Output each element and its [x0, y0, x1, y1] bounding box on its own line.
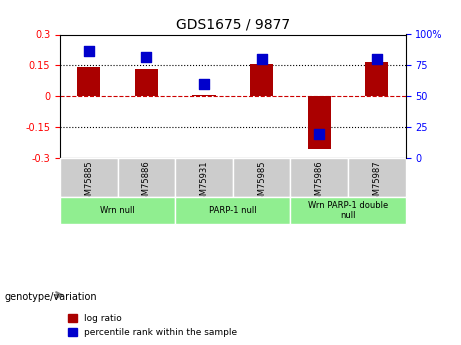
Point [373, 57, 381, 62]
Point [85, 48, 92, 53]
FancyBboxPatch shape [348, 158, 406, 197]
Text: GSM75886: GSM75886 [142, 160, 151, 206]
FancyBboxPatch shape [118, 158, 175, 197]
Text: GSM75985: GSM75985 [257, 160, 266, 206]
FancyBboxPatch shape [175, 197, 290, 224]
Bar [193, 96, 216, 97]
Point [142, 54, 150, 60]
Title: GDS1675 / 9877: GDS1675 / 9877 [176, 18, 290, 32]
Bar [250, 65, 273, 97]
Bar [77, 67, 100, 97]
Text: Wrn null: Wrn null [100, 206, 135, 215]
Text: GSM75885: GSM75885 [84, 160, 93, 206]
Text: GSM75986: GSM75986 [315, 160, 324, 206]
FancyBboxPatch shape [290, 158, 348, 197]
Bar [135, 69, 158, 97]
FancyBboxPatch shape [233, 158, 290, 197]
Text: genotype/variation: genotype/variation [5, 292, 97, 302]
Text: GSM75931: GSM75931 [200, 160, 208, 206]
Text: GSM75987: GSM75987 [372, 160, 381, 206]
Bar [365, 62, 388, 97]
Point [315, 131, 323, 136]
Bar [308, 97, 331, 149]
FancyBboxPatch shape [290, 197, 406, 224]
Legend: log ratio, percentile rank within the sample: log ratio, percentile rank within the sa… [65, 310, 241, 341]
Text: Wrn PARP-1 double
null: Wrn PARP-1 double null [308, 201, 388, 220]
Point [200, 81, 207, 87]
FancyBboxPatch shape [60, 158, 118, 197]
FancyBboxPatch shape [60, 197, 175, 224]
Text: PARP-1 null: PARP-1 null [209, 206, 257, 215]
FancyBboxPatch shape [175, 158, 233, 197]
Point [258, 57, 266, 62]
